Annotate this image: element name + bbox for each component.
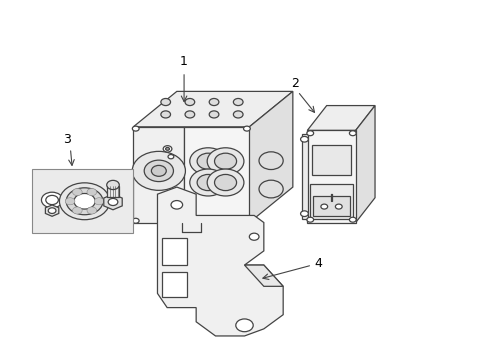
Bar xyxy=(133,127,184,222)
Circle shape xyxy=(132,151,185,190)
Polygon shape xyxy=(133,91,292,127)
Circle shape xyxy=(243,218,250,223)
Circle shape xyxy=(108,198,118,206)
Circle shape xyxy=(214,175,236,190)
Bar xyxy=(301,134,308,219)
Circle shape xyxy=(349,217,355,222)
Circle shape xyxy=(48,208,56,213)
Circle shape xyxy=(243,126,250,131)
Bar xyxy=(312,196,349,216)
Circle shape xyxy=(235,319,253,332)
Polygon shape xyxy=(244,265,283,286)
Bar xyxy=(309,184,352,219)
Circle shape xyxy=(168,154,173,159)
Circle shape xyxy=(209,99,219,105)
Circle shape xyxy=(300,136,308,142)
Bar xyxy=(162,272,187,297)
Circle shape xyxy=(197,153,219,169)
Circle shape xyxy=(189,169,226,196)
Circle shape xyxy=(207,169,244,196)
Bar xyxy=(307,130,355,222)
Bar xyxy=(32,169,133,233)
Bar xyxy=(162,238,187,265)
Circle shape xyxy=(259,152,283,170)
Circle shape xyxy=(165,148,169,150)
Circle shape xyxy=(151,165,166,176)
Circle shape xyxy=(41,192,62,208)
Circle shape xyxy=(163,146,172,152)
Circle shape xyxy=(87,207,97,214)
Polygon shape xyxy=(249,91,292,222)
Circle shape xyxy=(335,204,342,209)
Text: 3: 3 xyxy=(63,133,71,146)
Bar xyxy=(184,127,249,222)
Text: 2: 2 xyxy=(291,77,299,90)
Circle shape xyxy=(46,195,58,204)
Circle shape xyxy=(209,111,219,118)
Circle shape xyxy=(207,148,244,175)
Polygon shape xyxy=(45,205,59,216)
Bar xyxy=(106,186,119,197)
Circle shape xyxy=(306,217,313,222)
Circle shape xyxy=(72,207,82,214)
Circle shape xyxy=(187,225,195,231)
Circle shape xyxy=(161,111,170,118)
Circle shape xyxy=(144,160,173,181)
Circle shape xyxy=(306,131,313,136)
Circle shape xyxy=(60,183,109,220)
Circle shape xyxy=(161,99,170,105)
Circle shape xyxy=(214,153,236,169)
Circle shape xyxy=(233,99,243,105)
Circle shape xyxy=(66,188,103,215)
Circle shape xyxy=(197,175,219,190)
Circle shape xyxy=(259,180,283,198)
Text: 4: 4 xyxy=(314,257,322,270)
Circle shape xyxy=(171,201,182,209)
Polygon shape xyxy=(307,105,374,130)
Circle shape xyxy=(72,189,82,195)
Circle shape xyxy=(94,198,104,205)
Circle shape xyxy=(349,131,355,136)
Circle shape xyxy=(74,193,95,209)
Circle shape xyxy=(65,198,75,205)
Bar xyxy=(311,145,350,175)
Polygon shape xyxy=(355,105,374,222)
Circle shape xyxy=(132,218,139,223)
Polygon shape xyxy=(103,194,122,210)
Circle shape xyxy=(249,233,259,240)
Circle shape xyxy=(189,148,226,175)
Polygon shape xyxy=(157,187,283,336)
Circle shape xyxy=(184,111,194,118)
Circle shape xyxy=(87,189,97,195)
Circle shape xyxy=(184,99,194,105)
Circle shape xyxy=(320,204,327,209)
Circle shape xyxy=(233,111,243,118)
Text: 1: 1 xyxy=(180,55,187,68)
Circle shape xyxy=(132,126,139,131)
Circle shape xyxy=(106,180,119,190)
Circle shape xyxy=(300,211,308,216)
